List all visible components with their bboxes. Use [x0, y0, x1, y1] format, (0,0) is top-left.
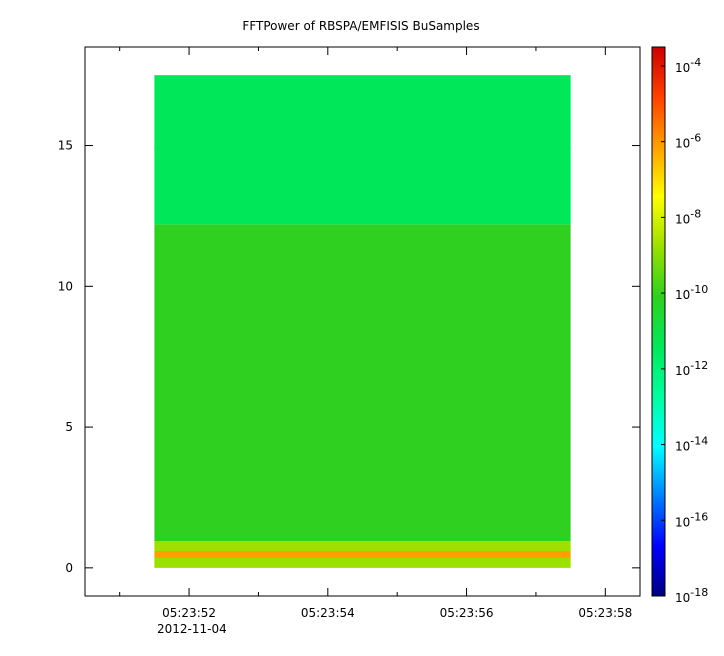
spectrogram-band	[154, 557, 571, 568]
colorbar-tick-label: 10-10	[675, 283, 708, 302]
y-tick-label: 15	[58, 139, 73, 153]
colorbar-tick-label: 10-18	[675, 586, 708, 605]
colorbar: 10-4 10-6 10-8 10-10 10-12 10-14 10-16 10-18	[651, 46, 708, 605]
x-axis: 05:23:52 05:23:54 05:23:56 05:23:58	[119, 47, 632, 620]
x-tick-label: 05:23:58	[578, 606, 632, 620]
colorbar-gradient	[651, 46, 666, 597]
y-tick-label: 5	[65, 420, 73, 434]
colorbar-tick-label: 10-14	[675, 435, 708, 454]
colorbar-tick-label: 10-4	[675, 56, 701, 75]
x-tick-label: 05:23:56	[440, 606, 494, 620]
chart-title: FFTPower of RBSPA/EMFISIS BuSamples	[242, 19, 479, 33]
spectrogram-band	[154, 224, 571, 542]
spectrogram-band	[154, 75, 571, 225]
x-tick-label: 05:23:52	[162, 606, 216, 620]
y-tick-label: 0	[65, 561, 73, 575]
colorbar-tick-label: 10-12	[675, 359, 708, 378]
x-axis-date-label: 2012-11-04	[157, 622, 227, 636]
colorbar-tick-label: 10-16	[675, 510, 708, 529]
colorbar-tick-label: 10-8	[675, 207, 701, 226]
spectrogram-image	[154, 75, 571, 568]
y-tick-label: 10	[58, 279, 73, 293]
x-tick-label: 05:23:54	[301, 606, 355, 620]
colorbar-tick-label: 10-6	[675, 132, 701, 151]
y-axis: 0 5 10 15	[58, 139, 640, 575]
spectrogram-band	[154, 550, 571, 558]
spectrogram-band	[154, 541, 571, 551]
